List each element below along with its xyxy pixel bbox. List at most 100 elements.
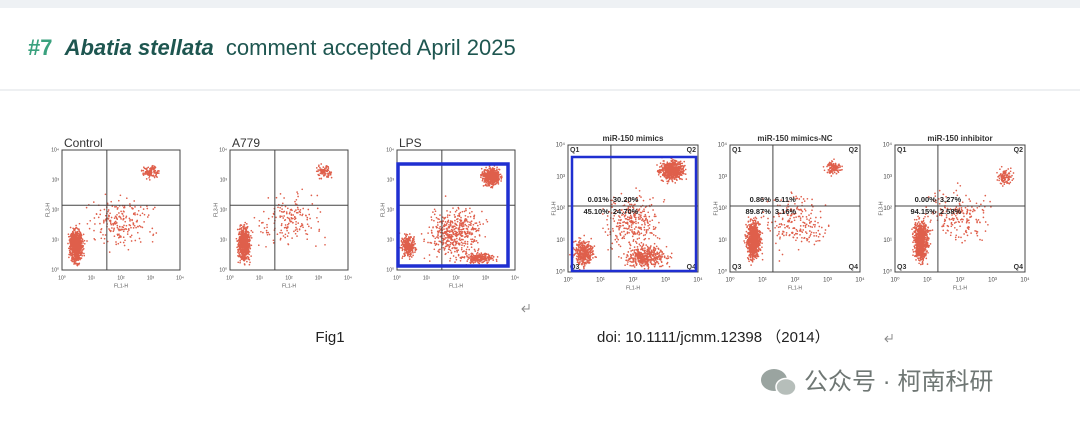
y-tick-label: 10¹: [556, 238, 565, 244]
quadrant-name: Q4: [687, 264, 696, 271]
caption-right: doi: 10.1111/jcmm.12398 （2014）: [597, 329, 830, 346]
panel-title: miR-150 inhibitor: [927, 134, 992, 143]
panel-title: miR-150 mimics-NC: [757, 134, 832, 143]
plot-frame: [894, 144, 1026, 273]
y-tick-label: 10⁴: [219, 147, 227, 153]
quadrant-name: Q3: [570, 264, 579, 271]
event-dots: [67, 164, 160, 267]
x-tick-label: 10⁰: [890, 277, 900, 284]
quadrant-name: Q1: [732, 147, 741, 154]
panel-title: A779: [232, 136, 260, 150]
x-tick-label: 10³: [482, 275, 490, 281]
quadrant-name: Q3: [897, 264, 906, 271]
y-tick-label: 10²: [220, 207, 228, 213]
quadrant-percent: 6.11%: [775, 195, 796, 204]
quadrant-name: Q2: [1014, 147, 1023, 154]
x-axis-label: FL1-H: [953, 285, 967, 291]
paragraph-mark: [521, 304, 530, 313]
plot-frame: [729, 144, 861, 273]
x-tick-label: 10⁰: [725, 277, 735, 284]
y-tick-label: 10⁴: [883, 142, 893, 149]
y-tick-label: 10²: [387, 207, 395, 213]
y-tick-label: 10³: [52, 177, 60, 183]
y-axis-label: FL3-H: [713, 201, 719, 215]
event-dots: [235, 163, 333, 266]
x-tick-label: 10²: [452, 275, 460, 281]
x-tick-label: 10⁰: [563, 277, 573, 284]
x-axis-label: FL1-H: [626, 285, 640, 291]
x-axis-label: FL1-H: [282, 283, 296, 289]
y-tick-label: 10¹: [387, 237, 395, 243]
y-tick-label: 10⁴: [556, 142, 566, 149]
x-axis-label: FL1-H: [449, 283, 463, 289]
top-band: [0, 0, 1080, 8]
y-tick-label: 10⁰: [219, 267, 227, 273]
quadrant-percent: 0.01%: [588, 195, 610, 204]
y-axis-label: FL3-H: [551, 201, 557, 215]
y-axis-label: FL3-H: [878, 201, 884, 215]
x-tick-label: 10³: [823, 278, 832, 284]
y-tick-label: 10²: [718, 206, 727, 212]
y-tick-label: 10⁴: [386, 147, 394, 153]
x-tick-label: 10⁴: [176, 275, 184, 281]
quadrant-percent: 24.70%: [613, 207, 639, 216]
y-tick-label: 10¹: [220, 237, 228, 243]
x-tick-label: 10²: [117, 275, 125, 281]
quadrant-name: Q2: [849, 147, 858, 154]
x-tick-label: 10¹: [256, 275, 264, 281]
quadrant-name: Q2: [687, 147, 696, 154]
x-axis-label: FL1-H: [114, 283, 128, 289]
x-tick-label: 10²: [791, 278, 800, 284]
x-tick-label: 10⁴: [511, 275, 519, 281]
panel-title: miR-150 mimics: [603, 134, 664, 143]
y-tick-label: 10¹: [718, 238, 727, 244]
quadrant-percent: 94.15%: [910, 207, 936, 216]
x-tick-label: 10¹: [88, 275, 96, 281]
y-axis-label: FL3-H: [213, 203, 219, 217]
panel-title: LPS: [399, 136, 422, 150]
event-dots: [911, 165, 1015, 266]
x-tick-label: 10²: [956, 278, 965, 284]
watermark-icon: [761, 369, 797, 397]
y-tick-label: 10²: [52, 207, 60, 213]
x-axis-label: FL1-H: [788, 285, 802, 291]
heading-text: comment accepted April 2025: [226, 35, 516, 60]
x-tick-label: 10⁰: [393, 275, 401, 281]
quadrant-percent: 2.58%: [940, 207, 962, 216]
quadrant-percent: 89.87%: [745, 207, 771, 216]
y-axis-label: FL3-H: [45, 203, 51, 217]
y-tick-label: 10³: [883, 174, 892, 180]
heading-species: Abatia stellata: [64, 35, 214, 60]
y-tick-label: 10¹: [883, 238, 892, 244]
x-tick-label: 10³: [988, 278, 997, 284]
x-tick-label: 10⁴: [1020, 277, 1030, 284]
x-tick-label: 10¹: [758, 278, 767, 284]
y-tick-label: 10⁰: [718, 269, 728, 276]
heading: #7 Abatia stellata comment accepted Apri…: [28, 35, 516, 60]
x-tick-label: 10⁰: [226, 275, 234, 281]
y-tick-label: 10¹: [52, 237, 60, 243]
quadrant-percent: 3.16%: [775, 207, 797, 216]
y-tick-label: 10³: [718, 174, 727, 180]
y-tick-label: 10⁰: [51, 267, 59, 273]
highlight-box: [570, 155, 698, 273]
y-tick-label: 10⁰: [386, 267, 394, 273]
heading-number: #7: [28, 35, 52, 60]
panel-title: Control: [64, 136, 103, 150]
event-dots: [398, 164, 503, 268]
event-dots: [743, 158, 843, 266]
x-tick-label: 10²: [629, 278, 638, 284]
x-tick-label: 10²: [285, 275, 293, 281]
paragraph-mark: [884, 334, 893, 343]
highlight-box: [396, 162, 510, 268]
quadrant-name: Q1: [570, 147, 579, 154]
quadrant-percent: 0.86%: [750, 195, 772, 204]
y-tick-label: 10³: [220, 177, 228, 183]
quadrant-percent: 3.27%: [940, 195, 962, 204]
plot-frame: [229, 149, 349, 271]
quadrant-name: Q1: [897, 147, 906, 154]
x-tick-label: 10¹: [923, 278, 932, 284]
x-tick-label: 10¹: [423, 275, 431, 281]
quadrant-percent: 45.10%: [583, 207, 609, 216]
